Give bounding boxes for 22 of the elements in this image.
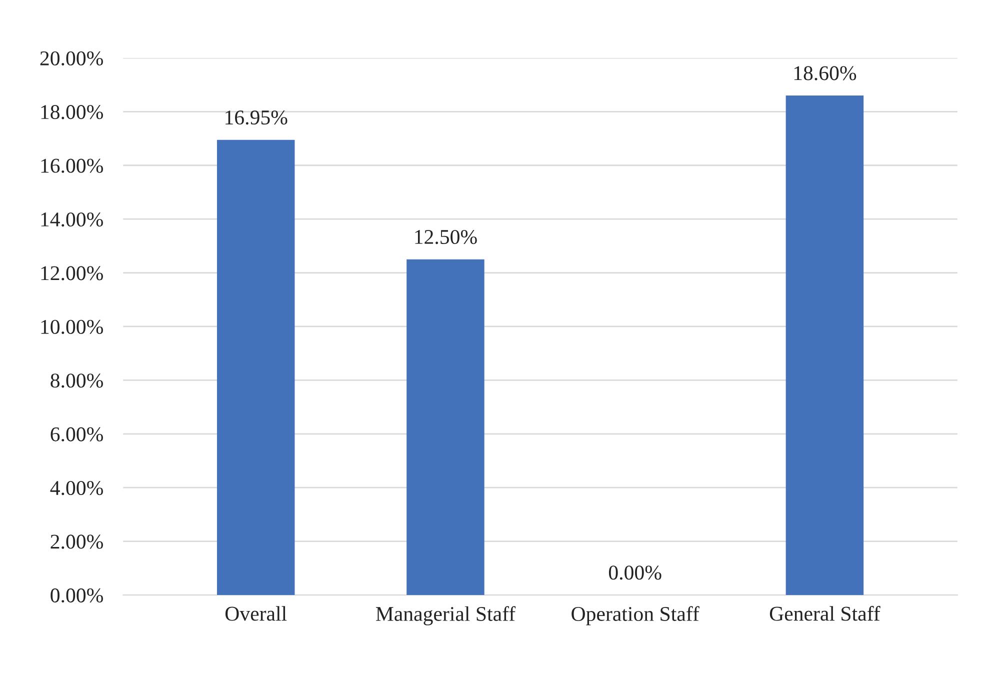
data-label: 18.60% [794,66,856,80]
bar [216,140,295,596]
data-label: 0.00% [608,566,662,580]
y-tick-label: 14.00% [41,212,103,227]
x-tick-label: Managerial Staff [376,606,516,626]
y-tick-label: 0.00% [50,588,103,603]
y-tick-label: 20.00% [40,51,103,66]
y-tick-label: 2.00% [50,534,103,549]
x-tick-label: Overall [225,606,287,621]
y-tick-label: 10.00% [41,320,103,334]
y-tick-label: 16.00% [41,158,103,173]
y-tick-label: 6.00% [50,427,103,442]
y-tick-label: 8.00% [50,374,103,388]
x-tick-label: Operation Staff [572,606,700,626]
bar [786,96,864,596]
data-label: 16.95% [226,110,288,125]
y-tick-label: 4.00% [50,480,103,496]
data-label: 12.50% [415,230,477,244]
x-tick-label: General Staff [770,606,880,621]
y-tick-label: 12.00% [41,266,103,280]
y-tick-label: 18.00% [41,105,103,120]
bar [406,259,484,596]
